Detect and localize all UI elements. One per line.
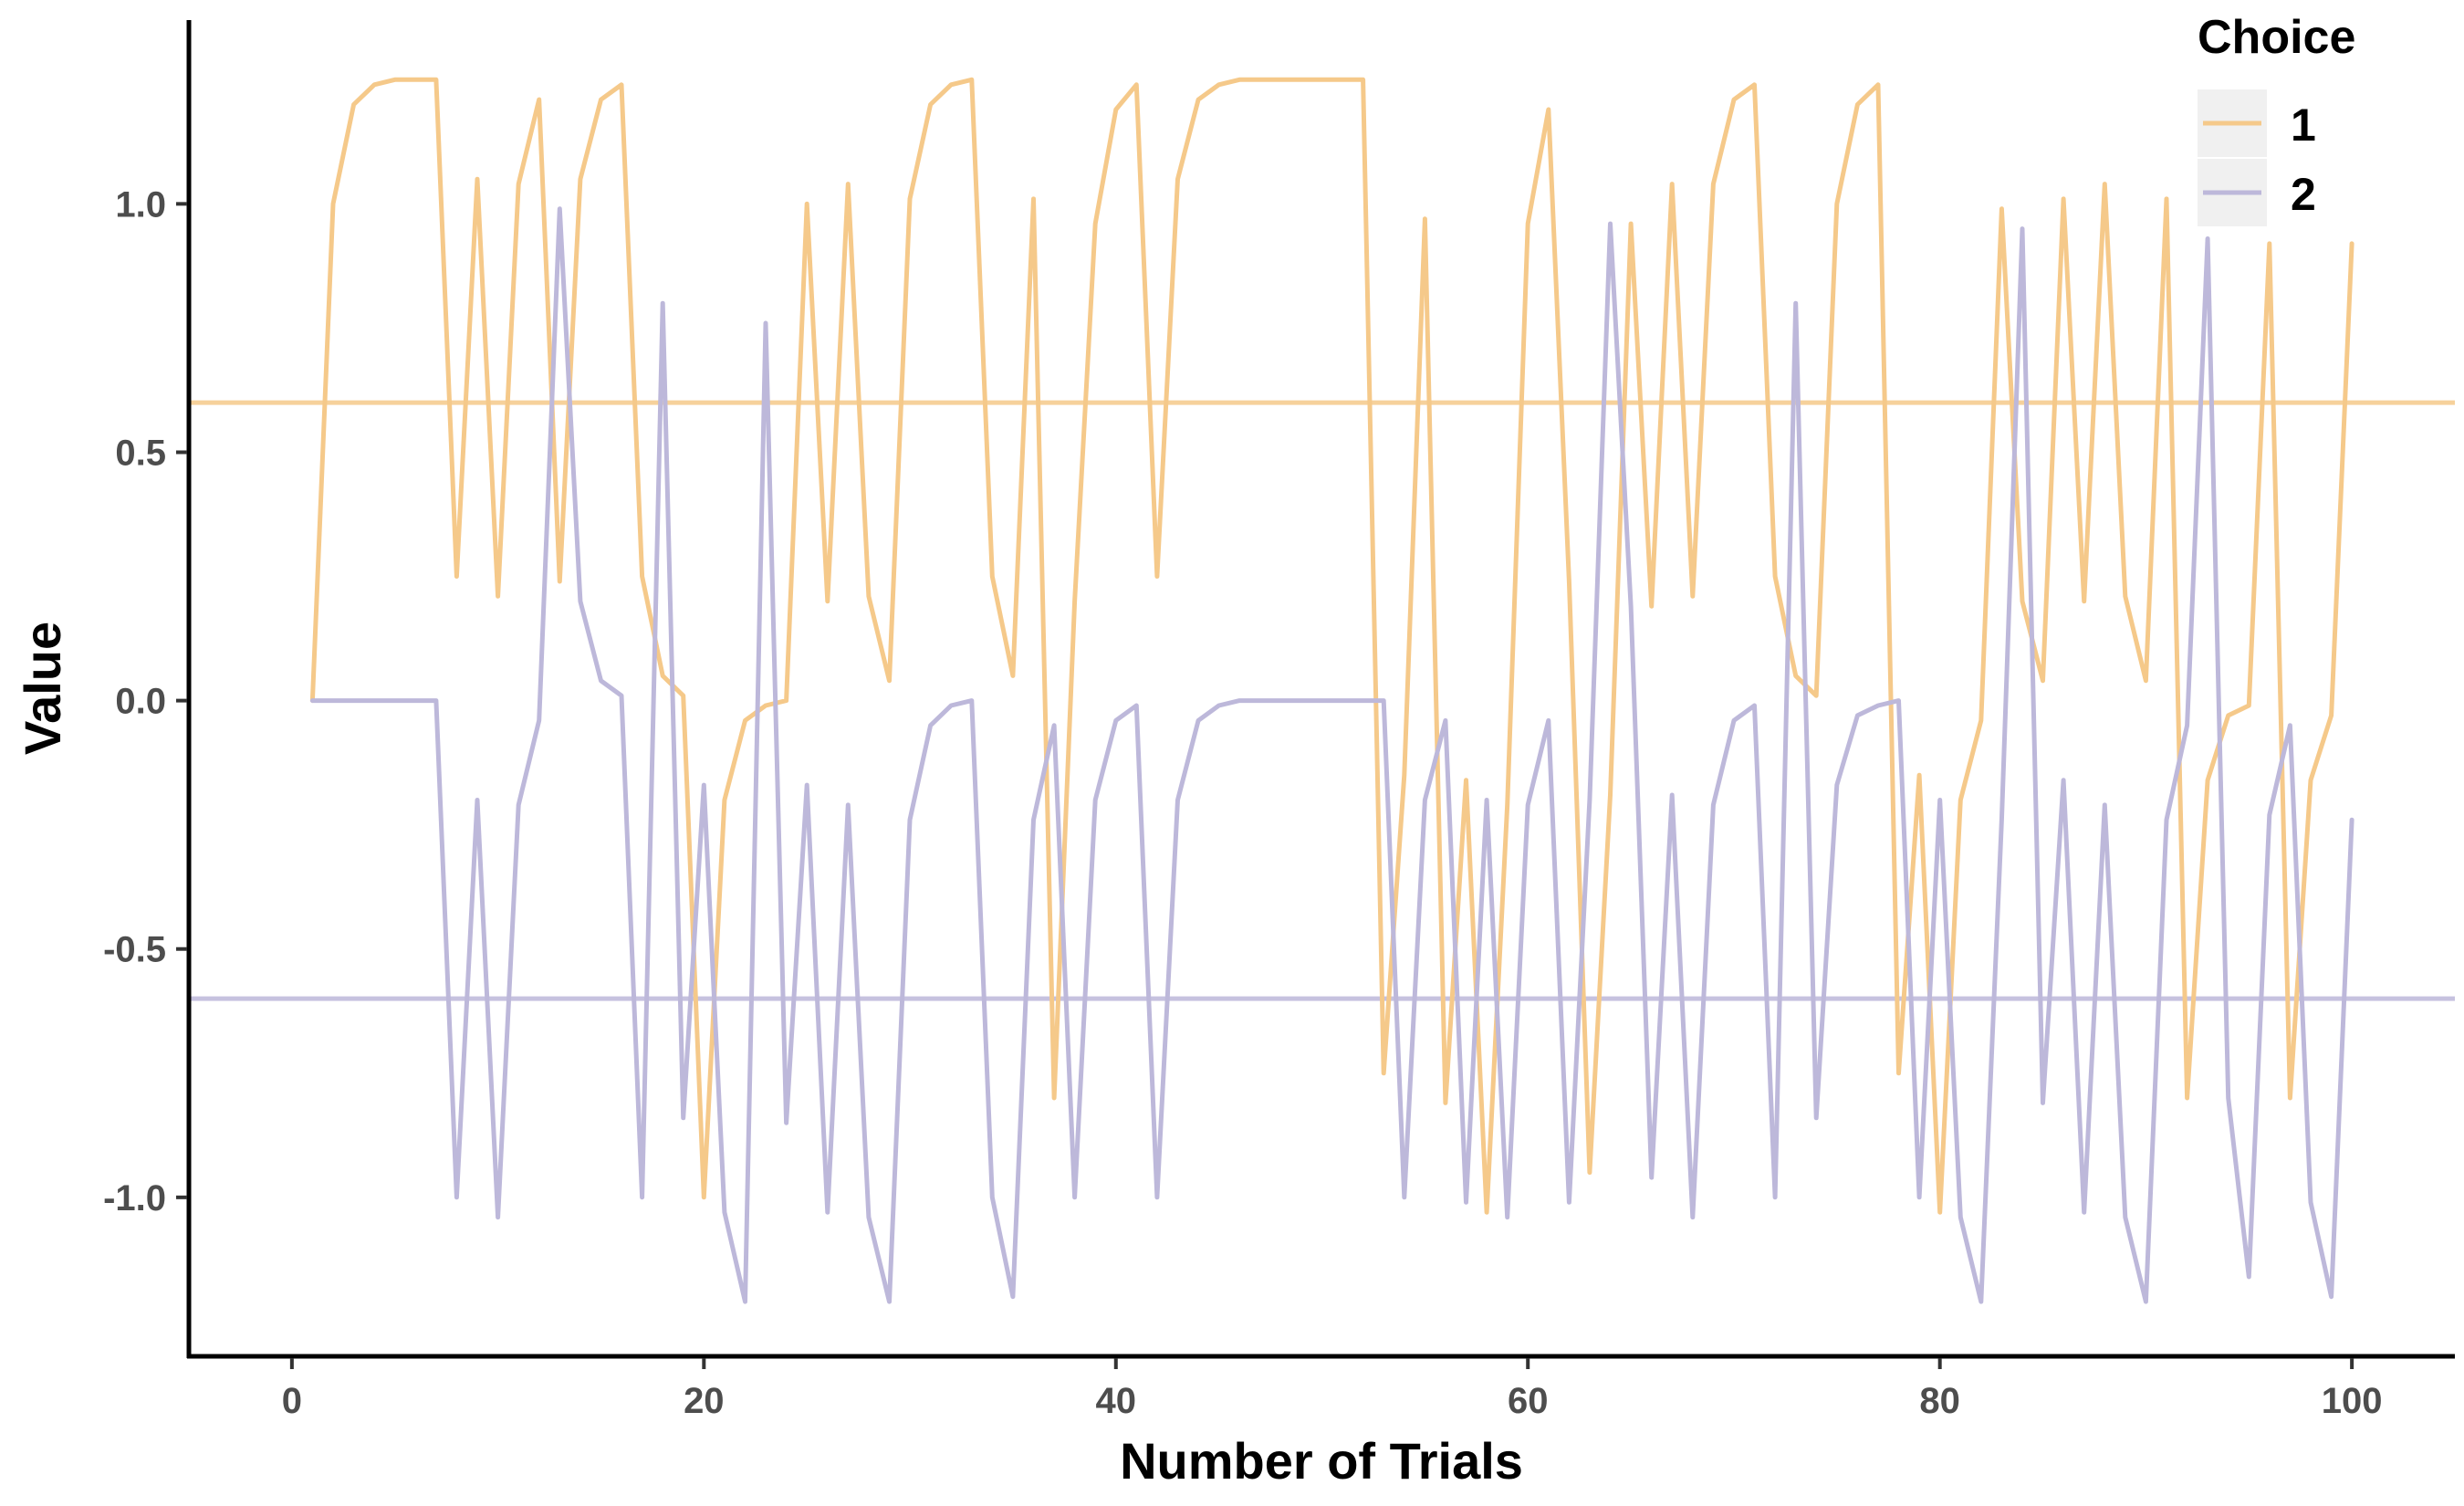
- y-tick-label: 0.5: [115, 433, 166, 473]
- x-tick-label: 80: [1919, 1381, 1960, 1421]
- reference-lines: [189, 400, 2455, 1001]
- y-tick-label: 1.0: [115, 184, 166, 225]
- y-axis-title: Value: [14, 622, 71, 755]
- legend-label-2: 2: [2291, 169, 2316, 220]
- y-axis-ticks: -1.0 -0.5 0.0 0.5 1.0: [103, 184, 187, 1218]
- x-tick-label: 0: [282, 1381, 302, 1421]
- legend-title: Choice: [2198, 11, 2355, 64]
- y-tick-label: -1.0: [103, 1178, 166, 1218]
- x-axis-title: Number of Trials: [1120, 1432, 1523, 1490]
- x-axis-ticks: 0 20 40 60 80 100: [282, 1358, 2383, 1421]
- x-tick-label: 20: [684, 1381, 725, 1421]
- series-lines: [309, 77, 2354, 1304]
- legend-label-1: 1: [2291, 99, 2316, 151]
- x-tick-label: 60: [1508, 1381, 1549, 1421]
- y-tick-label: -0.5: [103, 930, 166, 970]
- series-line-1: [309, 77, 2354, 1215]
- legend: Choice 1 2: [2198, 11, 2355, 226]
- y-tick-label: 0.0: [115, 682, 166, 722]
- x-tick-label: 100: [2322, 1381, 2383, 1421]
- series-line-2: [309, 206, 2354, 1304]
- x-tick-label: 40: [1096, 1381, 1137, 1421]
